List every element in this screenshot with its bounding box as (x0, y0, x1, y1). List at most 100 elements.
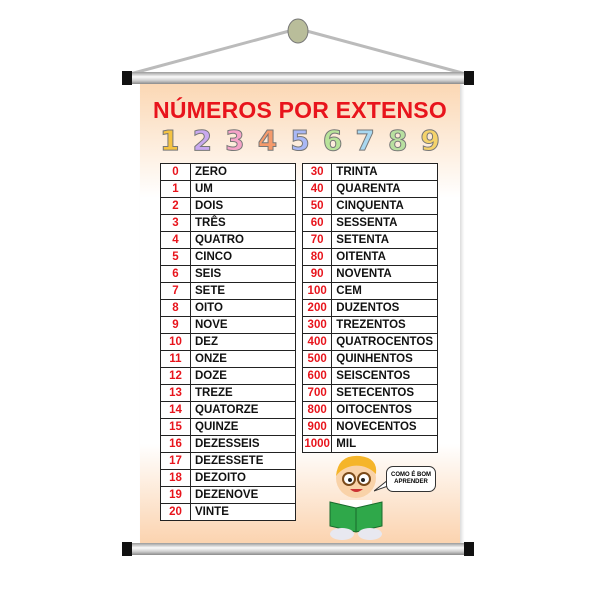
number-cell: 17 (160, 452, 191, 470)
word-cell: QUATORZE (190, 401, 296, 419)
number-cell: 600 (301, 367, 333, 385)
table-row: 3 TRÊS (160, 214, 296, 232)
word-cell: ONZE (190, 350, 296, 368)
word-cell: TREZENTOS (331, 316, 438, 334)
rod-cap (122, 71, 132, 85)
number-cell: 40 (301, 180, 333, 198)
number-cell: 12 (160, 367, 191, 385)
word-cell: DOZE (190, 367, 296, 385)
word-cell: TRÊS (190, 214, 296, 232)
table-row: 1000 MIL (301, 435, 438, 453)
table-row: 8 OITO (160, 299, 296, 317)
number-cell: 16 (160, 435, 191, 453)
number-cell: 14 (160, 401, 191, 419)
table-row: 600 SEISCENTOS (301, 367, 438, 385)
digit-character: 5 (290, 124, 311, 158)
hanging-cord (129, 18, 467, 76)
number-cell: 200 (301, 299, 333, 317)
word-cell: TREZE (190, 384, 296, 402)
table-row: 30 TRINTA (301, 163, 438, 181)
word-cell: QUATROCENTOS (331, 333, 438, 351)
digit-character: 4 (257, 124, 278, 158)
table-row: 7 SETE (160, 282, 296, 300)
number-cell: 80 (301, 248, 333, 266)
right-number-table: 30 TRINTA 40 QUARENTA 50 CINQUENTA 60 SESSENTA 7… (301, 163, 438, 453)
table-row: 14 QUATORZE (160, 401, 296, 419)
number-cell: 9 (160, 316, 191, 334)
digit-character: 2 (192, 124, 213, 158)
number-cell: 400 (301, 333, 333, 351)
table-row: 50 CINQUENTA (301, 197, 438, 215)
table-row: 40 QUARENTA (301, 180, 438, 198)
rod-cap (122, 542, 132, 556)
word-cell: MIL (331, 435, 438, 453)
word-cell: DEZENOVE (190, 486, 296, 504)
number-cell: 900 (301, 418, 333, 436)
top-rod (124, 72, 474, 84)
word-cell: DUZENTOS (331, 299, 438, 317)
number-cell: 2 (160, 197, 191, 215)
number-cell: 8 (160, 299, 191, 317)
table-row: 300 TREZENTOS (301, 316, 438, 334)
word-cell: SEIS (190, 265, 296, 283)
table-row: 6 SEIS (160, 265, 296, 283)
number-cell: 11 (160, 350, 191, 368)
table-row: 800 OITOCENTOS (301, 401, 438, 419)
number-cell: 100 (301, 282, 333, 300)
table-row: 16 DEZESSEIS (160, 435, 296, 453)
table-row: 60 SESSENTA (301, 214, 438, 232)
bottom-rod (124, 543, 474, 555)
digit-character: 1 (159, 124, 180, 158)
number-cell: 5 (160, 248, 191, 266)
word-cell: CINQUENTA (331, 197, 438, 215)
hook-icon (287, 18, 309, 44)
word-cell: DEZESSEIS (190, 435, 296, 453)
word-cell: QUINZE (190, 418, 296, 436)
word-cell: UM (190, 180, 296, 198)
number-cell: 19 (160, 486, 191, 504)
word-cell: SEISCENTOS (331, 367, 438, 385)
word-cell: NOVE (190, 316, 296, 334)
boy-reading-illustration (329, 455, 383, 540)
word-cell: SETENTA (331, 231, 438, 249)
table-row: 9 NOVE (160, 316, 296, 334)
number-cell: 13 (160, 384, 191, 402)
number-cell: 4 (160, 231, 191, 249)
word-cell: CEM (331, 282, 438, 300)
digit-character: 8 (387, 124, 408, 158)
number-cell: 15 (160, 418, 191, 436)
word-cell: ZERO (190, 163, 296, 181)
table-row: 17 DEZESSETE (160, 452, 296, 470)
table-row: 0 ZERO (160, 163, 296, 181)
poster-title: NÚMEROS POR EXTENSO (153, 97, 447, 123)
word-cell: SESSENTA (331, 214, 438, 232)
word-cell: DOIS (190, 197, 296, 215)
word-cell: DEZOITO (190, 469, 296, 487)
word-cell: QUINHENTOS (331, 350, 438, 368)
table-row: 2 DOIS (160, 197, 296, 215)
table-row: 200 DUZENTOS (301, 299, 438, 317)
number-cell: 18 (160, 469, 191, 487)
number-cell: 70 (301, 231, 333, 249)
rod-cap (464, 542, 474, 556)
digit-character: 6 (322, 124, 343, 158)
table-row: 12 DOZE (160, 367, 296, 385)
table-row: 5 CINCO (160, 248, 296, 266)
word-cell: CINCO (190, 248, 296, 266)
number-cell: 6 (160, 265, 191, 283)
table-row: 10 DEZ (160, 333, 296, 351)
word-cell: TRINTA (331, 163, 438, 181)
number-cell: 30 (301, 163, 333, 181)
number-cell: 500 (301, 350, 333, 368)
word-cell: OITOCENTOS (331, 401, 438, 419)
table-row: 70 SETENTA (301, 231, 438, 249)
table-row: 400 QUATROCENTOS (301, 333, 438, 351)
table-row: 500 QUINHENTOS (301, 350, 438, 368)
left-number-table: 0 ZERO 1 UM 2 DOIS 3 TRÊS 4 QUATRO 5 CINCO 6 SEIS 7 SET… (160, 163, 296, 521)
word-cell: SETE (190, 282, 296, 300)
number-cell: 300 (301, 316, 333, 334)
word-cell: SETECENTOS (331, 384, 438, 402)
digit-character: 7 (355, 124, 376, 158)
table-row: 1 UM (160, 180, 296, 198)
